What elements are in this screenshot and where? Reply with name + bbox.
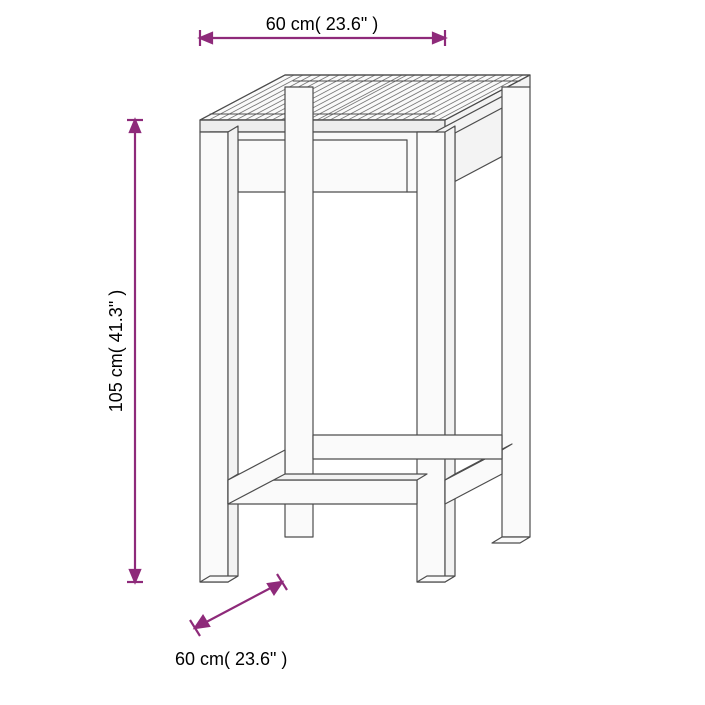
dim-height-left: 105 cm( 41.3" ) [106, 120, 143, 582]
dim-depth-bottom: 60 cm( 23.6" ) [175, 574, 287, 669]
dim-width-label: 60 cm( 23.6" ) [266, 14, 378, 34]
dim-depth-label: 60 cm( 23.6" ) [175, 649, 287, 669]
stretcher-back [313, 435, 502, 459]
dim-height-label: 105 cm( 41.3" ) [106, 290, 126, 412]
leg-back-left [285, 87, 313, 537]
diagram-stage: 60 cm( 23.6" ) 105 cm( 41.3" ) 60 cm( 23… [0, 0, 705, 705]
dim-width-top: 60 cm( 23.6" ) [200, 14, 445, 46]
leg-front-left [200, 126, 238, 582]
leg-front-right [417, 126, 455, 582]
apron-front [210, 132, 435, 192]
bar-table [200, 75, 530, 582]
diagram-svg: 60 cm( 23.6" ) 105 cm( 41.3" ) 60 cm( 23… [0, 0, 705, 705]
